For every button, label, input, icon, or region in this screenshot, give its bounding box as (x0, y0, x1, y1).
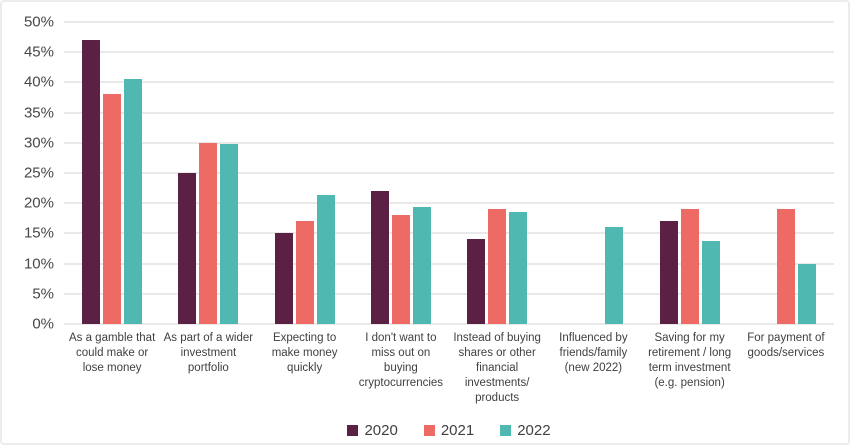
bar-2020 (467, 239, 486, 324)
bar-group (160, 22, 256, 324)
bar-2022 (316, 195, 335, 324)
y-axis-tick-label: 45% (23, 43, 54, 61)
bar-slot (797, 22, 816, 324)
bar-slot (563, 22, 581, 324)
x-axis-category-label: Expecting to make money quickly (271, 332, 338, 374)
bar-2020 (659, 221, 678, 324)
gridline (64, 292, 834, 295)
bar-slot (701, 22, 720, 324)
bar-slot (584, 22, 602, 324)
bar-slot (756, 22, 774, 324)
gridline (64, 21, 834, 23)
legend-swatch-icon (423, 424, 435, 436)
legend-label: 2020 (364, 421, 398, 439)
x-axis-category-label: I don't want to miss out on buying crypt… (358, 332, 444, 389)
bar-slot (124, 22, 143, 324)
bar-group (257, 22, 353, 324)
bar-slot (82, 22, 101, 324)
bar-slot (391, 22, 410, 324)
legend-item-2020: 2020 (347, 421, 398, 439)
bar-2021 (680, 209, 699, 324)
bar-slot (605, 22, 624, 324)
y-axis-tick-label: 30% (23, 134, 54, 152)
x-axis-category-label: For payment of goods/services (747, 332, 825, 359)
bar-2020 (82, 40, 101, 324)
gridline (64, 202, 834, 205)
bar-2022 (124, 79, 143, 324)
bar-slot (659, 22, 678, 324)
bar-2020 (370, 191, 389, 324)
gridline (64, 172, 834, 174)
gridline (64, 323, 834, 325)
y-axis-tick-label: 10% (23, 255, 54, 273)
bar-slot (220, 22, 239, 324)
bar-2020 (178, 173, 197, 324)
bar-group (449, 22, 545, 324)
legend: 2020 2021 2022 (64, 422, 834, 439)
y-axis-tick-label: 15% (23, 224, 54, 242)
y-axis-tick-label: 35% (23, 104, 54, 122)
bar-group (738, 22, 834, 324)
bar-slot (488, 22, 507, 324)
x-axis-category-label: As a gamble that could make or lose mone… (68, 332, 156, 374)
bar-group (353, 22, 449, 324)
gridline (64, 81, 834, 84)
legend-label: 2022 (517, 421, 551, 439)
bar-slot (295, 22, 314, 324)
bar-slot (370, 22, 389, 324)
legend-label: 2021 (440, 421, 475, 439)
gridline (64, 51, 834, 54)
bar-group (545, 22, 641, 324)
y-axis-tick-label: 40% (23, 73, 54, 91)
bar-2020 (274, 233, 293, 324)
bar-2021 (776, 209, 795, 324)
gridline (64, 262, 834, 265)
bar-slot (412, 22, 431, 324)
bar-2022 (605, 227, 624, 324)
bar-2021 (488, 209, 507, 324)
x-axis-category-label: Influenced by friends/family (new 2022) (559, 332, 628, 374)
bar-slot (316, 22, 335, 324)
y-axis-tick-label: 50% (23, 13, 54, 31)
plot-area (64, 21, 834, 325)
chart-area: As a gamble that could make or lose mone… (2, 2, 848, 439)
y-axis-tick-label: 20% (23, 194, 54, 212)
bar-slot (103, 22, 122, 324)
bar-2022 (509, 211, 528, 324)
legend-swatch-icon (500, 424, 512, 436)
legend-swatch-icon (347, 424, 359, 436)
x-axis: As a gamble that could make or lose mone… (64, 331, 834, 406)
bar-slot (776, 22, 795, 324)
gridline (64, 111, 834, 114)
y-axis-tick-label: 5% (32, 285, 54, 303)
legend-item-2021: 2021 (423, 421, 475, 439)
x-axis-category-label: As part of a wider investment portfolio (163, 332, 254, 374)
bar-slot (199, 22, 218, 324)
x-axis-category-label: Instead of buying shares or other financ… (453, 332, 541, 404)
bar-group (642, 22, 738, 324)
bar-slot (680, 22, 699, 324)
bar-2022 (220, 144, 239, 324)
bar-slot (467, 22, 486, 324)
bar-2021 (199, 142, 218, 324)
legend-item-2022: 2022 (500, 421, 551, 439)
bar-slot (274, 22, 293, 324)
bar-group (64, 22, 160, 324)
bar-slot (509, 22, 528, 324)
gridline (64, 141, 834, 144)
bar-groups (64, 22, 834, 324)
bar-slot (178, 22, 197, 324)
y-axis-tick-label: 25% (23, 164, 54, 182)
y-axis: 0% 5% 10% 15% 20% 25% 30% 35% 40% 45% 50% (2, 15, 54, 332)
bar-2022 (412, 206, 431, 324)
bar-2022 (797, 263, 816, 324)
bar-2021 (391, 215, 410, 324)
bar-2022 (701, 240, 720, 324)
x-axis-category-label: Saving for my retirement / long term inv… (648, 332, 732, 389)
bar-2021 (103, 94, 122, 324)
gridline (64, 232, 834, 235)
bar-2021 (295, 221, 314, 324)
y-axis-tick-label: 0% (32, 315, 54, 333)
